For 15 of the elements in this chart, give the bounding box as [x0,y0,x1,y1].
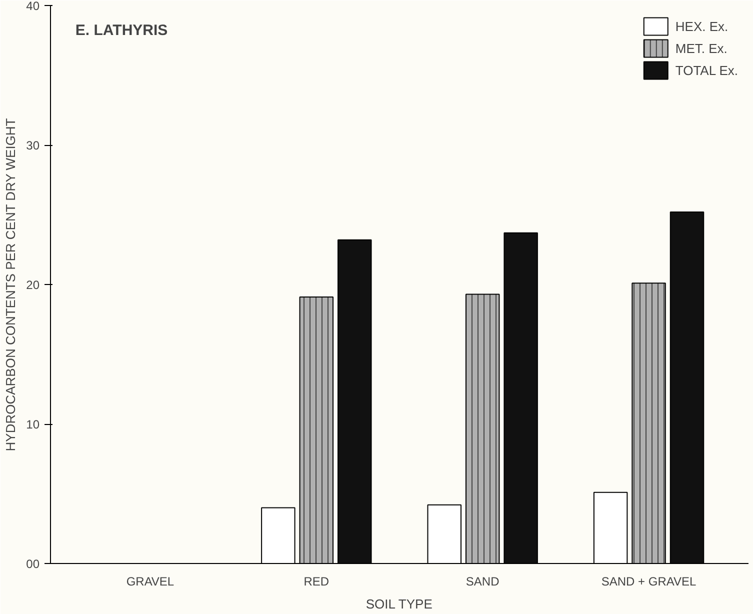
y-tick-label: 10 [26,418,40,432]
x-tick-label: RED [304,574,330,588]
legend-label: MET. Ex. [675,40,728,56]
x-tick-label: GRAVEL [126,574,174,588]
x-tick-label: SAND + GRAVEL [601,574,697,588]
y-tick-label: 30 [26,138,40,152]
y-tick-label: 20 [26,278,40,292]
y-tick-label: 40 [26,0,40,13]
x-axis-title: SOIL TYPE [366,596,433,612]
legend-label: HEX. Ex. [675,18,728,34]
y-axis-title: HYDROCARBON CONTENTS PER CENT DRY WEIGHT [3,118,18,452]
x-tick-label: SAND [466,574,500,588]
legend-label: TOTAL Ex. [675,62,738,78]
text: E. LATHYRIS [75,22,168,40]
y-tick-label: 00 [26,557,40,571]
